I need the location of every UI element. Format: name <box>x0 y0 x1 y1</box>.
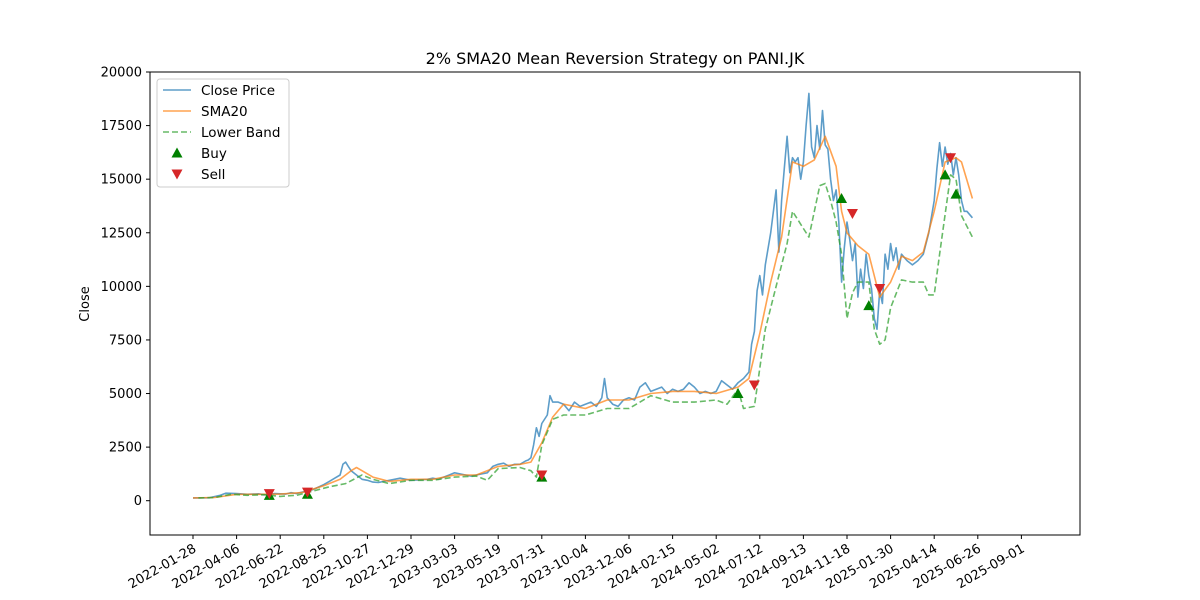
sell-marker <box>846 208 858 219</box>
y-tick-label: 5000 <box>109 387 142 402</box>
series-line-lower-band <box>198 174 974 499</box>
y-tick-label: 20000 <box>101 66 142 81</box>
sell-marker <box>945 153 957 164</box>
sell-marker <box>536 470 548 481</box>
plot-area <box>192 92 974 500</box>
plot-frame <box>149 71 1081 536</box>
buy-marker <box>863 300 875 311</box>
y-tick-label: 17500 <box>101 119 142 134</box>
buy-marker <box>950 188 962 199</box>
legend-label-sell: Sell <box>201 167 225 183</box>
y-tick-label: 2500 <box>109 441 142 456</box>
buy-marker <box>732 388 744 399</box>
legend-swatch-buy <box>171 147 183 158</box>
y-tick-label: 7500 <box>109 333 142 348</box>
sell-marker <box>263 489 275 500</box>
sell-marker <box>874 283 886 294</box>
y-axis-label: Close <box>78 286 93 321</box>
sell-marker <box>301 487 313 498</box>
legend-label-buy: Buy <box>201 146 227 162</box>
y-tick-label: 15000 <box>101 173 142 188</box>
y-tick-label: 12500 <box>101 226 142 241</box>
legend-box <box>156 78 290 188</box>
x-axis: 2022-01-282022-04-062022-06-222022-08-25… <box>126 535 1027 592</box>
series-line-sma20 <box>192 135 974 499</box>
legend: Close Price SMA20 Lower Band Buy Sell <box>156 78 290 188</box>
y-tick-label: 0 <box>134 494 142 509</box>
series-line-close-price <box>192 92 974 499</box>
legend-label-close-price: Close Price <box>201 83 275 99</box>
sell-marker <box>748 380 760 391</box>
legend-label-sma20: SMA20 <box>201 104 248 120</box>
buy-marker <box>939 169 951 180</box>
buy-marker <box>836 192 848 203</box>
legend-swatch-sell <box>171 169 183 180</box>
legend-label-lower-band: Lower Band <box>201 125 280 141</box>
chart-title: 2% SMA20 Mean Reversion Strategy on PANI… <box>426 49 805 68</box>
y-tick-label: 10000 <box>101 280 142 295</box>
y-axis: 0 2500 5000 7500 10000 12500 15000 17500 20000 <box>101 66 150 509</box>
